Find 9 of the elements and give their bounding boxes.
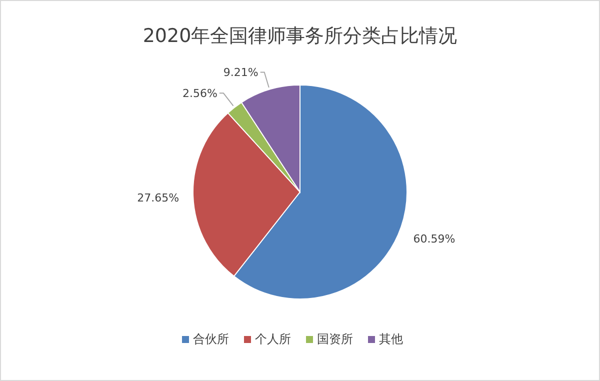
legend-label: 合伙所 (193, 332, 229, 346)
chart-title: 2020年全国律师事务所分类占比情况 (142, 25, 458, 47)
data-label: 2.56% (182, 87, 218, 100)
data-label: 9.21% (223, 66, 258, 80)
data-label: 27.65% (137, 191, 180, 204)
data-label: 60.59% (413, 232, 456, 246)
legend-label: 其他 (379, 332, 403, 346)
legend-label: 个人所 (255, 332, 291, 346)
legend-label: 国资所 (317, 332, 353, 346)
